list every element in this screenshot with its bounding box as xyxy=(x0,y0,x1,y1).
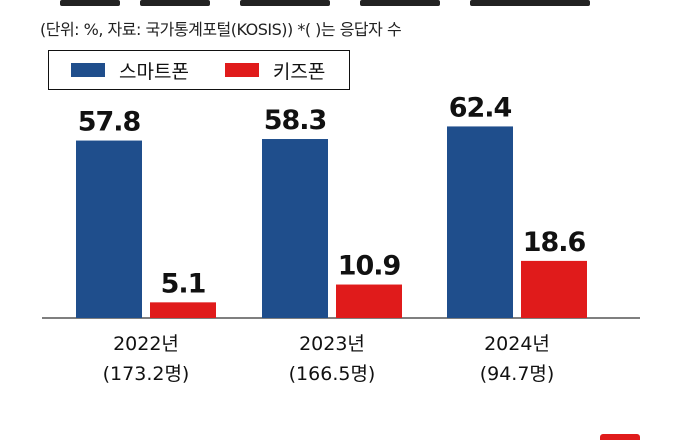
legend-swatch-smartphone xyxy=(71,63,105,77)
data-label-kidsphone-2022년: 5.1 xyxy=(161,268,206,299)
data-label-smartphone-2022년: 57.8 xyxy=(78,107,141,138)
legend: 스마트폰 키즈폰 xyxy=(48,50,350,90)
x-tick-label: 2024년 xyxy=(484,333,550,355)
bar-kidsphone-2023년 xyxy=(336,284,402,318)
x-tick-sublabel: (173.2명) xyxy=(103,363,190,385)
bar-smartphone-2023년 xyxy=(262,139,328,318)
data-label-kidsphone-2023년: 10.9 xyxy=(338,251,401,282)
legend-item-kidsphone: 키즈폰 xyxy=(224,57,326,84)
x-tick-sublabel: (166.5명) xyxy=(289,363,376,385)
x-tick-label: 2022년 xyxy=(113,333,179,355)
bar-kidsphone-2024년 xyxy=(521,260,587,318)
legend-label-kidsphone: 키즈폰 xyxy=(272,60,326,83)
bar-smartphone-2024년 xyxy=(447,126,513,318)
bar-smartphone-2022년 xyxy=(76,140,142,318)
decorative-accent xyxy=(600,434,640,440)
cropped-title-strip xyxy=(0,0,686,8)
x-tick-sublabel: (94.7명) xyxy=(480,363,555,385)
data-label-kidsphone-2024년: 18.6 xyxy=(523,227,586,258)
legend-label-smartphone: 스마트폰 xyxy=(119,60,189,83)
bar-kidsphone-2022년 xyxy=(150,302,216,318)
data-label-smartphone-2024년: 62.4 xyxy=(449,92,512,123)
unit-source-note: (단위: %, 자료: 국가통계포털(KOSIS)) *( )는 응답자 수 xyxy=(40,20,402,39)
data-label-smartphone-2023년: 58.3 xyxy=(264,105,327,136)
legend-swatch-kidsphone xyxy=(224,63,259,77)
legend-item-smartphone: 스마트폰 xyxy=(71,57,189,84)
x-tick-label: 2023년 xyxy=(299,333,365,355)
